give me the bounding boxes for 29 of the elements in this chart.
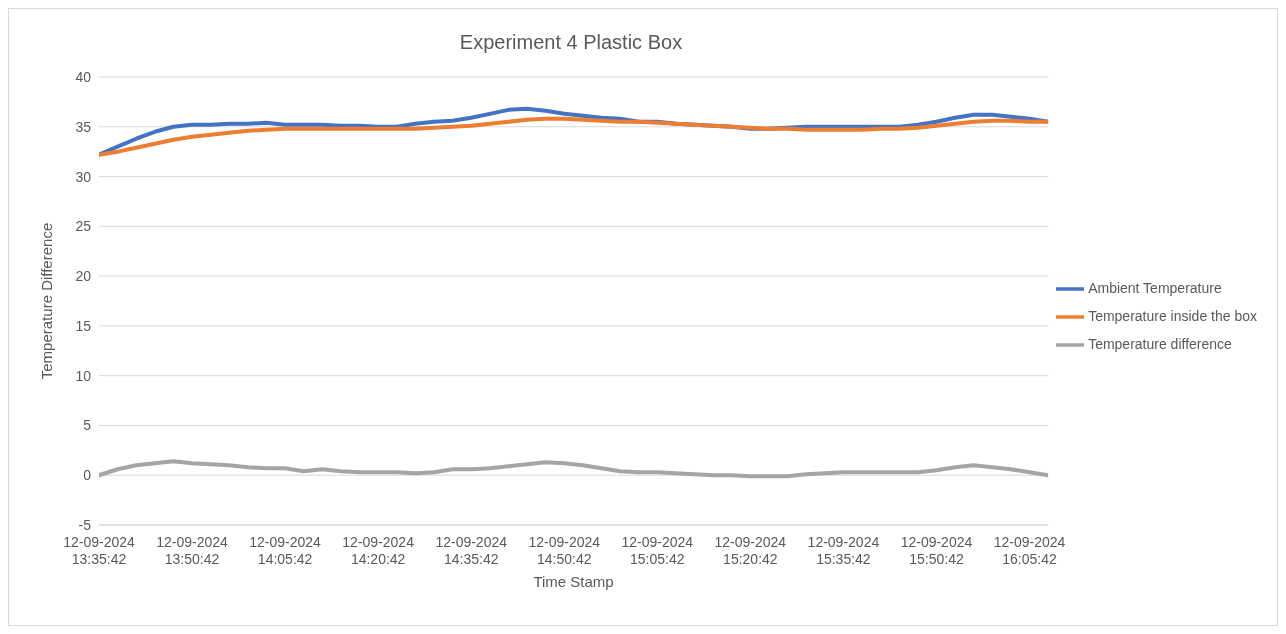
line-series [99, 116, 1049, 157]
x-tick-label: 12-09-2024 13:50:42 [156, 534, 229, 567]
x-tick-label: 12-09-2024 14:50:42 [528, 534, 601, 567]
y-tick-label: 25 [75, 218, 92, 235]
y-tick-label: 15 [75, 317, 92, 334]
y-tick-label: 10 [75, 367, 92, 384]
y-tick-label: 30 [75, 168, 92, 185]
x-axis-title: Time Stamp [533, 573, 614, 590]
y-tick-label: 35 [75, 118, 92, 135]
line-series [99, 459, 1049, 479]
y-tick-label: 40 [75, 68, 92, 85]
x-tick-label: 12-09-2024 15:50:42 [900, 534, 973, 567]
x-tick-label: 12-09-2024 14:35:42 [435, 534, 508, 567]
y-tick-label: 20 [75, 268, 92, 285]
legend-label: Temperature difference [1088, 336, 1232, 353]
x-tick-label: 12-09-2024 15:05:42 [621, 534, 694, 567]
x-tick-label: 12-09-2024 14:20:42 [342, 534, 415, 567]
y-tick-label: -5 [78, 516, 92, 533]
x-tick-label: 12-09-2024 15:20:42 [714, 534, 787, 567]
x-tick-label: 12-09-2024 13:35:42 [63, 534, 136, 567]
y-axis-title: Temperature Difference [38, 222, 56, 380]
y-tick-label: 0 [83, 467, 92, 484]
y-tick-label: 5 [83, 417, 92, 434]
chart-title: Experiment 4 Plastic Box [458, 31, 684, 54]
x-tick-label: 12-09-2024 15:35:42 [807, 534, 880, 567]
legend-label: Temperature inside the box [1088, 307, 1257, 324]
legend-label: Ambient Temperature [1088, 279, 1222, 296]
x-tick-label: 12-09-2024 16:05:42 [993, 534, 1066, 567]
x-tick-label: 12-09-2024 14:05:42 [249, 534, 322, 567]
